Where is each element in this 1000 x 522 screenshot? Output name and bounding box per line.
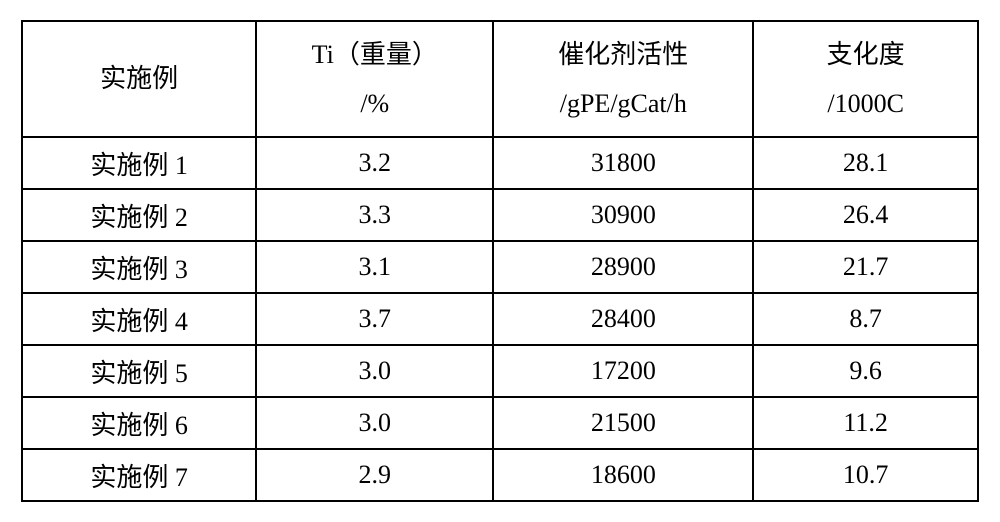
cell-ti: 3.2 [256, 137, 493, 189]
cell-ti: 3.1 [256, 241, 493, 293]
cell-branching: 26.4 [753, 189, 978, 241]
table-row: 实施例 6 3.0 21500 11.2 [22, 397, 978, 449]
header-unit: /% [360, 79, 389, 128]
cell-branching: 8.7 [753, 293, 978, 345]
cell-activity: 30900 [493, 189, 753, 241]
data-table-container: 实施例 Ti（重量） /% 催化剂活性 /gPE/gCat/h [21, 20, 979, 502]
cell-activity: 28900 [493, 241, 753, 293]
cell-ti: 3.7 [256, 293, 493, 345]
cell-ti: 3.0 [256, 345, 493, 397]
data-table: 实施例 Ti（重量） /% 催化剂活性 /gPE/gCat/h [21, 20, 979, 502]
cell-example: 实施例 2 [22, 189, 256, 241]
cell-branching: 10.7 [753, 449, 978, 501]
cell-example: 实施例 3 [22, 241, 256, 293]
column-header-example: 实施例 [22, 21, 256, 137]
cell-example: 实施例 4 [22, 293, 256, 345]
header-unit: /gPE/gCat/h [560, 79, 687, 128]
table-row: 实施例 5 3.0 17200 9.6 [22, 345, 978, 397]
header-text: 支化度 [827, 30, 905, 79]
table-row: 实施例 7 2.9 18600 10.7 [22, 449, 978, 501]
table-row: 实施例 3 3.1 28900 21.7 [22, 241, 978, 293]
cell-branching: 21.7 [753, 241, 978, 293]
header-text: 催化剂活性 [558, 30, 688, 79]
cell-example: 实施例 1 [22, 137, 256, 189]
cell-branching: 28.1 [753, 137, 978, 189]
table-header-row: 实施例 Ti（重量） /% 催化剂活性 /gPE/gCat/h [22, 21, 978, 137]
column-header-ti-weight: Ti（重量） /% [256, 21, 493, 137]
cell-activity: 28400 [493, 293, 753, 345]
cell-branching: 11.2 [753, 397, 978, 449]
cell-activity: 17200 [493, 345, 753, 397]
column-header-catalyst-activity: 催化剂活性 /gPE/gCat/h [493, 21, 753, 137]
cell-example: 实施例 7 [22, 449, 256, 501]
table-body: 实施例 1 3.2 31800 28.1 实施例 2 3.3 30900 26.… [22, 137, 978, 501]
table-row: 实施例 2 3.3 30900 26.4 [22, 189, 978, 241]
header-text: Ti（重量） [312, 30, 438, 79]
cell-ti: 2.9 [256, 449, 493, 501]
cell-activity: 21500 [493, 397, 753, 449]
cell-ti: 3.0 [256, 397, 493, 449]
table-row: 实施例 1 3.2 31800 28.1 [22, 137, 978, 189]
cell-ti: 3.3 [256, 189, 493, 241]
cell-activity: 31800 [493, 137, 753, 189]
column-header-branching: 支化度 /1000C [753, 21, 978, 137]
cell-example: 实施例 5 [22, 345, 256, 397]
header-unit: /1000C [827, 79, 904, 128]
cell-branching: 9.6 [753, 345, 978, 397]
cell-example: 实施例 6 [22, 397, 256, 449]
header-text: 实施例 [100, 54, 178, 103]
table-row: 实施例 4 3.7 28400 8.7 [22, 293, 978, 345]
cell-activity: 18600 [493, 449, 753, 501]
